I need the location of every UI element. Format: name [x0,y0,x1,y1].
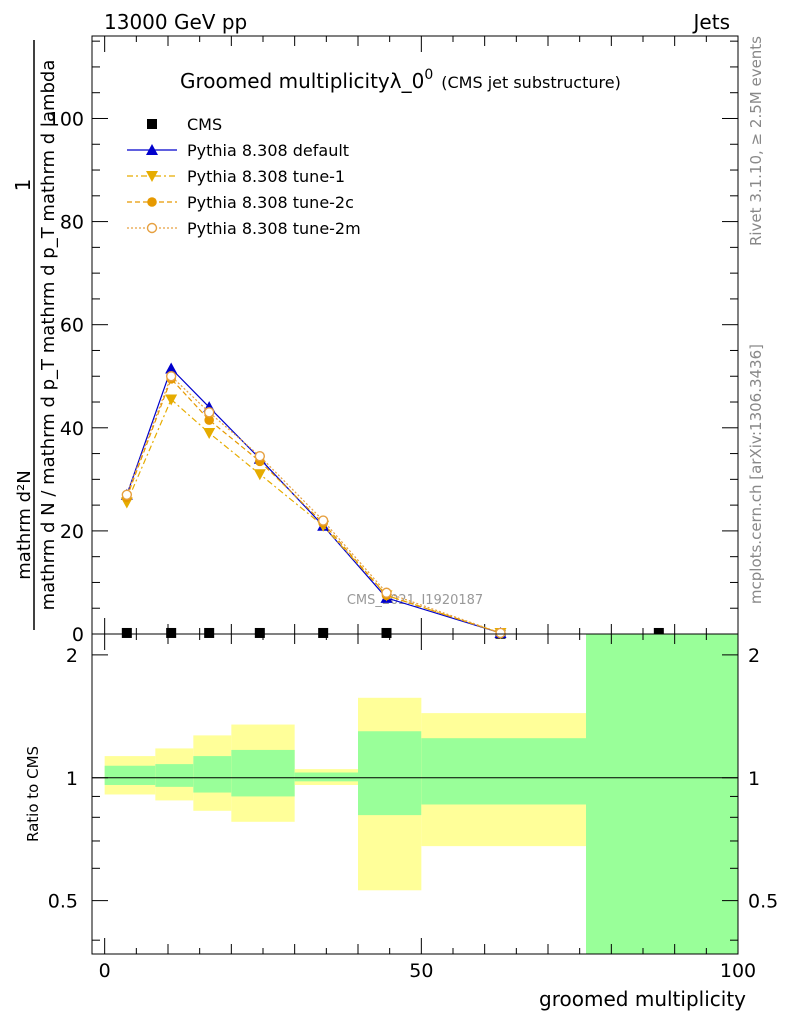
series-layer [120,362,664,639]
plot-title-superscript: 0 [424,67,433,83]
data-point-tune2m [165,371,177,382]
ratio-plot-panel: 0.5 0.5 1 1 2 2 0 50 100 [48,633,778,982]
header-right: Jets [692,10,730,34]
ratio-y-tick-label: 1 [66,768,78,790]
x-axis-label: groomed multiplicity [539,987,746,1011]
data-point-cms [166,627,177,638]
main-y-label-numerator: 1 [11,179,35,192]
data-point-cms [121,627,132,638]
main-y-tick-label: 60 [60,315,84,337]
ratio-stat-band [155,764,194,787]
ratio-plot-frame [91,633,739,955]
legend-item-tune1: Pythia 8.308 tune-1 [127,167,345,186]
plot-title-main: Groomed multiplicityλ_0 [180,69,424,93]
data-point-default [165,362,178,374]
main-y-tick-label: 100 [48,108,84,130]
x-tick-label: 0 [99,960,111,982]
ratio-y-label: Ratio to CMS [24,746,42,842]
data-point-cms [381,627,392,638]
data-point-tune1 [203,427,216,439]
legend-item-default: Pythia 8.308 default [127,141,349,160]
legend-label: Pythia 8.308 default [187,141,349,160]
ratio-stat-band [231,749,295,797]
ratio-y-tick-label-right: 2 [748,645,760,667]
ratio-bands [104,634,738,954]
ratio-y-tick-label-right: 0.5 [748,891,778,913]
x-tick-label: 50 [409,960,433,982]
ratio-y-tick-label: 2 [66,645,78,667]
ratio-stat-band [104,765,156,785]
data-point-tune2m [254,450,266,462]
data-point-cms [318,627,329,638]
ratio-stat-band [421,738,586,805]
watermark: CMS_2021_I1920187 [347,593,483,608]
legend-marker [147,119,157,129]
ratio-stat-band [586,634,738,954]
ratio-y-tick-label: 0.5 [48,891,78,913]
data-point-tune2c [204,415,214,425]
legend-label: Pythia 8.308 tune-2m [187,219,361,238]
legend: CMS Pythia 8.308 default Pythia 8.308 tune… [127,115,361,238]
legend-item-tune2c: Pythia 8.308 tune-2c [127,193,354,212]
data-point-tune2m [121,489,133,501]
legend-marker [146,171,158,182]
legend-marker [147,197,157,207]
main-y-label-extra: mathrm d²N [14,470,35,579]
ratio-stat-band [193,756,232,793]
legend-label: CMS [187,115,222,134]
main-y-tick-label: 20 [60,521,84,543]
legend-marker [146,222,158,234]
data-point-tune2m [203,407,215,418]
x-tick-label: 100 [720,960,756,982]
ratio-y-axis: 0.5 0.5 1 1 2 2 [48,645,778,941]
series-cms [121,627,664,639]
ratio-x-axis: 0 50 100 [99,634,756,982]
data-point-cms [254,627,265,638]
main-y-tick-label: 0 [72,624,84,646]
main-y-tick-label: 80 [60,212,84,234]
legend-item-cms: CMS [147,115,222,134]
rivet-label: Rivet 3.1.10, ≥ 2.5M events [747,36,765,246]
ratio-stat-band [358,731,422,816]
legend-label: Pythia 8.308 tune-1 [187,167,345,186]
data-point-cms [653,627,664,638]
legend-marker [146,144,158,155]
plot-title-subtitle: (CMS jet substructure) [441,73,621,92]
series-tune2m [121,371,506,639]
data-point-tune2m [495,627,506,639]
plot-title: Groomed multiplicityλ_00 (CMS jet substru… [180,67,621,93]
ratio-y-tick-label-right: 1 [748,768,760,790]
main-y-axis: 0 20 40 60 80 100 [48,40,738,646]
ratio-stat-band [294,772,358,782]
main-y-tick-label: 40 [60,418,84,440]
main-y-label-denominator: mathrm d N / mathrm d p_T mathrm d p_T m… [38,60,59,611]
data-point-tune1 [253,469,266,481]
main-x-axis-ticks [104,36,739,634]
main-plot-panel: 0 20 40 60 80 100 CMS_2021_I1920187 Groomed m… [48,35,739,646]
data-point-cms [204,627,215,638]
legend-item-tune2m: Pythia 8.308 tune-2m [127,219,361,238]
legend-label: Pythia 8.308 tune-2c [187,193,354,212]
header-left: 13000 GeV pp [104,10,247,34]
data-point-tune2m [317,515,329,526]
main-y-label: 1 mathrm d N / mathrm d p_T mathrm d p_T… [11,40,59,630]
mcplots-label: mcplots.cern.ch [arXiv:1306.3436] [747,344,765,604]
data-point-tune2m [381,587,392,598]
data-point-tune1 [165,394,178,406]
